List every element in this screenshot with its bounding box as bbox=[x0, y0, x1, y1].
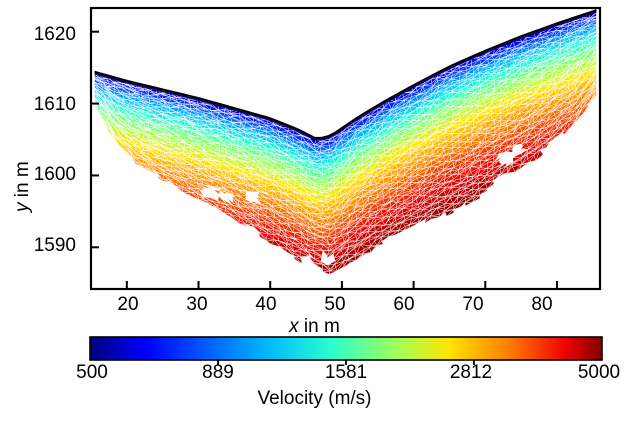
colorbar-tick-label: 1581 bbox=[312, 362, 380, 384]
x-tick-label: 20 bbox=[108, 294, 148, 316]
y-tick-label: 1620 bbox=[14, 24, 76, 46]
colorbar-tick-label: 5000 bbox=[570, 362, 628, 384]
colorbar-tick-label: 889 bbox=[188, 362, 248, 384]
y-axis-title-var: y bbox=[12, 203, 33, 213]
x-axis-title: x in m bbox=[0, 316, 629, 338]
colorbar-title: Velocity (m/s) bbox=[0, 388, 629, 410]
colorbar-tick-label: 2812 bbox=[437, 362, 505, 384]
y-tick-label: 1590 bbox=[14, 235, 76, 257]
x-tick-label: 50 bbox=[315, 294, 355, 316]
x-tick-label: 70 bbox=[453, 294, 493, 316]
x-tick-label: 60 bbox=[384, 294, 424, 316]
x-axis-title-rest: in m bbox=[299, 316, 340, 337]
x-axis-title-var: x bbox=[289, 316, 299, 337]
x-tick-label: 30 bbox=[177, 294, 217, 316]
x-tick-label: 80 bbox=[522, 294, 562, 316]
y-axis-title: y in m bbox=[12, 161, 34, 212]
x-tick-label: 40 bbox=[246, 294, 286, 316]
y-axis-title-rest: in m bbox=[12, 161, 33, 202]
y-tick-label: 1610 bbox=[14, 94, 76, 116]
colorbar-tick-label: 500 bbox=[64, 362, 120, 384]
